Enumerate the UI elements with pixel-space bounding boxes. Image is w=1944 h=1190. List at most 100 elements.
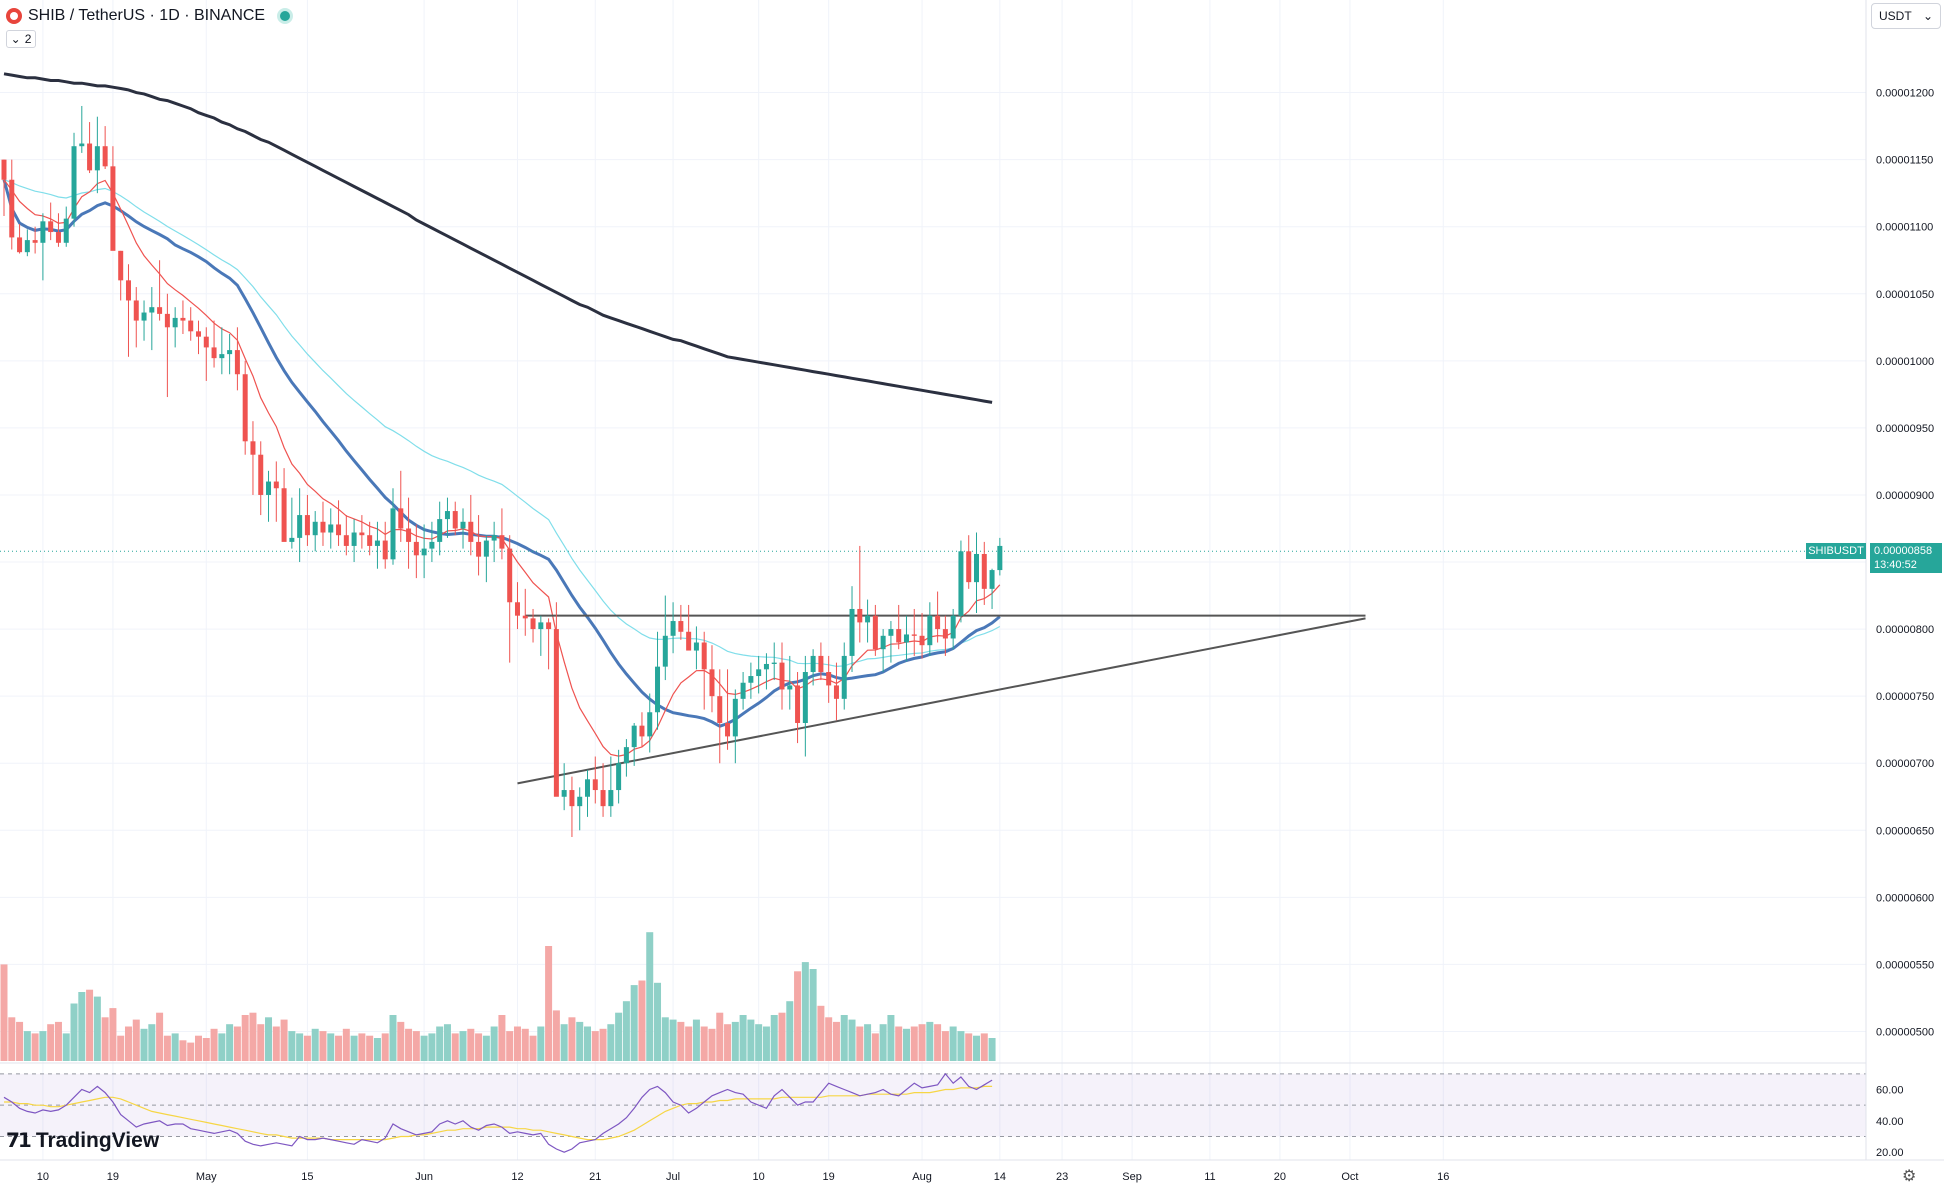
volume-bar	[809, 969, 817, 1061]
time-tick-label: Sep	[1122, 1171, 1142, 1183]
candle	[460, 508, 466, 549]
time-tick-label: May	[196, 1171, 217, 1183]
indicators-toggle[interactable]: ⌄ 2	[6, 30, 36, 48]
candle	[911, 608, 917, 656]
candle-body	[927, 615, 933, 646]
price-tick-label: 0.00000950	[1876, 423, 1934, 435]
candle-body	[196, 331, 201, 337]
candle-body	[553, 629, 559, 797]
candle-body	[476, 541, 482, 557]
volume-bar	[607, 1024, 615, 1061]
volume-bar	[910, 1026, 918, 1061]
volume-bar	[918, 1024, 926, 1061]
candle-body	[336, 524, 342, 536]
volume-bar	[195, 1035, 202, 1061]
volume-bar	[887, 1015, 895, 1061]
candle	[522, 588, 528, 636]
volume-bar	[591, 1031, 599, 1061]
symbol-header[interactable]: SHIB / TetherUS · 1D · BINANCE	[6, 6, 294, 26]
candle-body	[273, 481, 279, 489]
volume-bar	[358, 1033, 366, 1061]
volume-bar	[965, 1033, 973, 1061]
rsi-line	[3, 1072, 993, 1153]
candle	[561, 763, 567, 811]
candle	[802, 655, 808, 757]
candle-body	[32, 240, 38, 243]
candle-body	[865, 615, 871, 623]
candle-body	[328, 524, 334, 533]
volume-bar	[280, 1019, 288, 1061]
candle	[756, 655, 762, 694]
candle	[421, 524, 427, 579]
candle-body	[460, 521, 466, 529]
candle-body	[94, 146, 100, 171]
candle	[17, 224, 23, 254]
rsi-tick-label: 60.00	[1876, 1085, 1904, 1097]
candle-body	[483, 540, 489, 557]
rsi-panel: 60.00 40.00 20.00	[0, 1072, 1904, 1159]
candle	[997, 537, 1003, 576]
volume-bar	[973, 1035, 980, 1061]
volume-bar	[0, 964, 8, 1061]
candle	[250, 421, 256, 495]
volume-bar	[762, 1026, 770, 1061]
volume-bar	[467, 1028, 475, 1061]
candle-body	[639, 725, 645, 737]
grid-lines	[0, 0, 1866, 1160]
candle	[927, 602, 933, 656]
candle-body	[1, 159, 7, 180]
candle	[592, 756, 598, 804]
candle	[40, 213, 46, 281]
candle	[919, 612, 925, 659]
candle	[950, 608, 956, 650]
price-tick-label: 0.00001000	[1876, 356, 1934, 368]
candle	[787, 655, 793, 710]
candle-body	[795, 685, 801, 723]
volume-bar	[980, 1033, 988, 1061]
candle-body	[997, 545, 1003, 571]
candle-body	[390, 508, 396, 560]
currency-select[interactable]: USDT ⌄	[1871, 3, 1941, 29]
candle-body	[522, 615, 528, 619]
volume-bar	[288, 1031, 296, 1061]
candle-body	[234, 350, 240, 375]
indicator-count: 2	[24, 32, 32, 46]
candle-body	[701, 642, 707, 670]
volume-bar	[941, 1031, 949, 1061]
candle-body	[367, 535, 373, 546]
volume-bar	[692, 1019, 700, 1061]
candle-body	[686, 631, 692, 651]
volume-bar	[39, 1031, 47, 1061]
candle-body	[343, 535, 349, 546]
settings-gear-icon[interactable]: ⚙	[1902, 1168, 1917, 1185]
candle	[849, 586, 855, 673]
candle	[483, 535, 489, 583]
volume-bar	[661, 1017, 669, 1061]
volume-bar	[124, 1026, 132, 1061]
volume-bar	[54, 1021, 62, 1061]
candle-body	[989, 570, 995, 589]
time-tick-label: 21	[589, 1171, 601, 1183]
candle-body	[538, 622, 544, 630]
candle	[795, 672, 801, 744]
candle	[1, 159, 7, 216]
volume-bar	[895, 1026, 903, 1061]
candle	[872, 604, 878, 656]
candle	[655, 631, 661, 730]
volume-bar	[86, 989, 94, 1061]
candle-body	[87, 143, 93, 171]
candle-body	[437, 519, 443, 542]
candle-body	[17, 237, 23, 253]
time-tick-label: Jun	[415, 1171, 433, 1183]
volume-bar	[482, 1035, 490, 1061]
candle-body	[24, 240, 30, 253]
tradingview-logo[interactable]: 𝟳𝟭 TradingView	[6, 1128, 159, 1153]
candle-body	[950, 615, 956, 639]
rsi-ma-line	[4, 1085, 993, 1141]
volume-bar	[420, 1035, 428, 1061]
candle	[297, 488, 303, 563]
candle	[203, 327, 209, 381]
candle-body	[779, 662, 785, 690]
volume-bar	[770, 1015, 778, 1061]
